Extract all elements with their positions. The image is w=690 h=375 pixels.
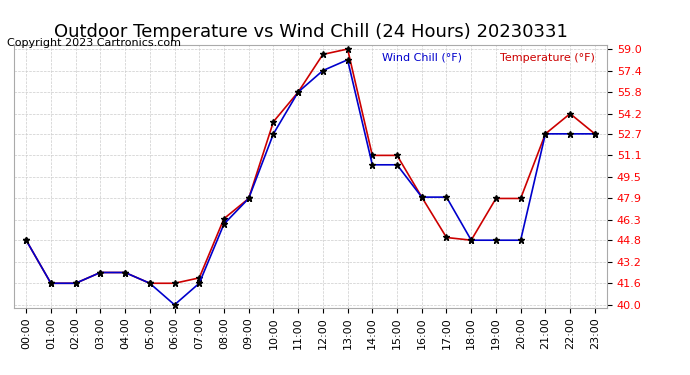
Wind Chill (°F): [121, 270, 129, 275]
Temperature (°F): [72, 281, 80, 285]
Text: Wind Chill (°F): Wind Chill (°F): [382, 53, 462, 63]
Temperature (°F): [417, 195, 426, 200]
Line: Temperature (°F): Temperature (°F): [23, 46, 598, 287]
Temperature (°F): [146, 281, 154, 285]
Wind Chill (°F): [72, 281, 80, 285]
Wind Chill (°F): [591, 132, 599, 136]
Wind Chill (°F): [47, 281, 55, 285]
Wind Chill (°F): [467, 238, 475, 243]
Wind Chill (°F): [195, 281, 204, 285]
Text: Copyright 2023 Cartronics.com: Copyright 2023 Cartronics.com: [7, 38, 181, 48]
Text: Temperature (°F): Temperature (°F): [500, 53, 595, 63]
Wind Chill (°F): [220, 222, 228, 226]
Wind Chill (°F): [269, 132, 277, 136]
Temperature (°F): [393, 153, 401, 158]
Temperature (°F): [566, 111, 574, 116]
Wind Chill (°F): [442, 195, 451, 200]
Temperature (°F): [170, 281, 179, 285]
Temperature (°F): [47, 281, 55, 285]
Temperature (°F): [294, 90, 302, 94]
Temperature (°F): [344, 47, 352, 51]
Wind Chill (°F): [319, 68, 327, 73]
Temperature (°F): [541, 132, 549, 136]
Wind Chill (°F): [170, 303, 179, 307]
Wind Chill (°F): [393, 162, 401, 167]
Line: Wind Chill (°F): Wind Chill (°F): [23, 56, 598, 308]
Wind Chill (°F): [22, 238, 30, 243]
Wind Chill (°F): [244, 196, 253, 201]
Wind Chill (°F): [417, 195, 426, 200]
Temperature (°F): [319, 52, 327, 57]
Temperature (°F): [220, 216, 228, 221]
Temperature (°F): [368, 153, 377, 158]
Temperature (°F): [22, 238, 30, 243]
Temperature (°F): [269, 120, 277, 124]
Wind Chill (°F): [146, 281, 154, 285]
Wind Chill (°F): [96, 270, 104, 275]
Wind Chill (°F): [517, 238, 525, 243]
Temperature (°F): [591, 132, 599, 136]
Title: Outdoor Temperature vs Wind Chill (24 Hours) 20230331: Outdoor Temperature vs Wind Chill (24 Ho…: [54, 22, 567, 40]
Wind Chill (°F): [566, 132, 574, 136]
Temperature (°F): [121, 270, 129, 275]
Temperature (°F): [442, 235, 451, 240]
Temperature (°F): [467, 238, 475, 243]
Temperature (°F): [492, 196, 500, 201]
Temperature (°F): [195, 276, 204, 280]
Wind Chill (°F): [492, 238, 500, 243]
Wind Chill (°F): [541, 132, 549, 136]
Wind Chill (°F): [344, 57, 352, 62]
Temperature (°F): [244, 196, 253, 201]
Wind Chill (°F): [294, 90, 302, 94]
Temperature (°F): [96, 270, 104, 275]
Temperature (°F): [517, 196, 525, 201]
Wind Chill (°F): [368, 162, 377, 167]
